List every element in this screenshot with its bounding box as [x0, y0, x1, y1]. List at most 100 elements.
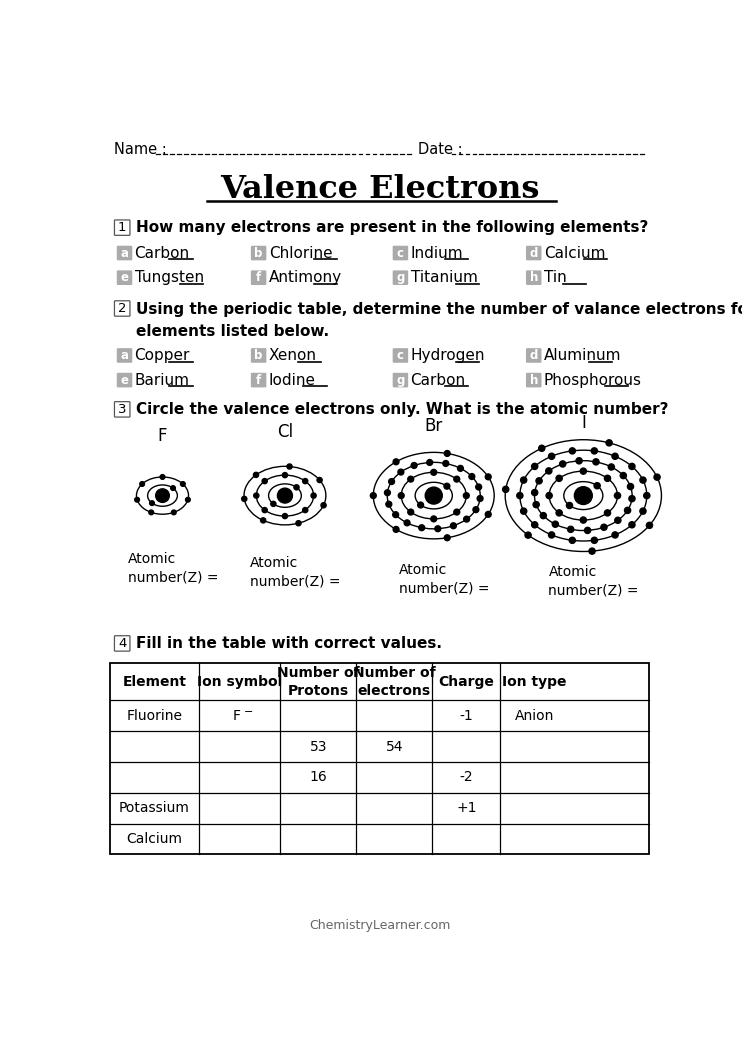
Text: ChemistryLearner.com: ChemistryLearner.com	[309, 919, 451, 931]
Circle shape	[591, 447, 597, 454]
Text: F: F	[158, 427, 167, 445]
Circle shape	[254, 494, 259, 498]
Circle shape	[620, 472, 626, 479]
Circle shape	[180, 482, 186, 486]
Text: Number of
Protons: Number of Protons	[277, 667, 360, 697]
FancyBboxPatch shape	[393, 373, 408, 387]
Circle shape	[585, 527, 591, 533]
Text: How many electrons are present in the following elements?: How many electrons are present in the fo…	[136, 220, 649, 235]
Circle shape	[271, 501, 276, 506]
Text: Chlorine: Chlorine	[269, 246, 332, 260]
Text: Ion type: Ion type	[502, 675, 567, 689]
Text: Circle the valence electrons only. What is the atomic number?: Circle the valence electrons only. What …	[136, 402, 669, 417]
Text: F: F	[232, 709, 240, 722]
Text: Atomic
number(Z) =: Atomic number(Z) =	[128, 552, 218, 585]
Text: b: b	[255, 349, 263, 362]
Circle shape	[654, 474, 660, 480]
Text: Tin: Tin	[544, 270, 567, 286]
Text: 1: 1	[118, 222, 126, 234]
FancyBboxPatch shape	[393, 270, 408, 285]
FancyBboxPatch shape	[251, 270, 266, 285]
Circle shape	[640, 508, 646, 514]
Circle shape	[287, 464, 292, 469]
Circle shape	[476, 484, 482, 490]
Text: Carbon: Carbon	[410, 373, 466, 387]
Circle shape	[531, 463, 538, 469]
Text: Iodine: Iodine	[269, 373, 315, 387]
Circle shape	[485, 474, 491, 480]
Circle shape	[450, 523, 456, 528]
FancyBboxPatch shape	[116, 246, 132, 260]
FancyBboxPatch shape	[114, 300, 130, 316]
Text: f: f	[256, 374, 261, 386]
Circle shape	[135, 498, 139, 502]
Text: Date :: Date :	[418, 142, 463, 156]
Circle shape	[556, 510, 562, 516]
Circle shape	[160, 475, 165, 479]
Circle shape	[640, 477, 646, 483]
FancyBboxPatch shape	[116, 349, 132, 363]
Text: I: I	[581, 414, 585, 432]
Circle shape	[435, 526, 441, 531]
Text: Number of
electrons: Number of electrons	[353, 667, 436, 697]
Circle shape	[552, 521, 559, 527]
Text: Titanium: Titanium	[410, 270, 477, 286]
Circle shape	[628, 483, 634, 489]
Text: Atomic
number(Z) =: Atomic number(Z) =	[399, 563, 490, 595]
Circle shape	[418, 502, 424, 508]
Circle shape	[525, 532, 531, 539]
Text: Antimony: Antimony	[269, 270, 342, 286]
Text: -2: -2	[459, 771, 473, 784]
Circle shape	[443, 461, 449, 466]
Text: 4: 4	[118, 637, 126, 650]
Text: Element: Element	[122, 675, 186, 689]
Text: −: −	[243, 707, 253, 717]
Circle shape	[594, 483, 600, 489]
Circle shape	[601, 524, 607, 530]
Circle shape	[393, 526, 399, 532]
Circle shape	[303, 479, 308, 484]
Circle shape	[629, 463, 635, 469]
Circle shape	[411, 463, 417, 468]
Text: d: d	[530, 349, 538, 362]
Text: Copper: Copper	[134, 348, 190, 363]
Text: +1: +1	[456, 801, 476, 815]
Text: Name :: Name :	[114, 142, 167, 156]
FancyBboxPatch shape	[251, 246, 266, 260]
Circle shape	[576, 458, 582, 464]
Circle shape	[516, 492, 523, 499]
Circle shape	[473, 507, 479, 512]
Circle shape	[444, 450, 450, 457]
Circle shape	[548, 454, 555, 459]
Circle shape	[566, 502, 573, 508]
Text: Charge: Charge	[439, 675, 494, 689]
Circle shape	[242, 497, 247, 502]
Circle shape	[646, 522, 652, 528]
Circle shape	[556, 476, 562, 481]
Circle shape	[540, 512, 546, 519]
Text: Xenon: Xenon	[269, 348, 317, 363]
Circle shape	[593, 459, 599, 465]
Text: Calcium: Calcium	[544, 246, 605, 260]
Circle shape	[629, 496, 635, 502]
Circle shape	[404, 520, 410, 526]
FancyBboxPatch shape	[526, 270, 542, 285]
Circle shape	[568, 526, 574, 532]
Text: Anion: Anion	[515, 709, 554, 722]
Circle shape	[612, 454, 618, 459]
Circle shape	[546, 492, 552, 499]
Circle shape	[294, 485, 299, 490]
FancyBboxPatch shape	[114, 219, 130, 235]
Text: Tungsten: Tungsten	[134, 270, 204, 286]
Text: Valence Electrons: Valence Electrons	[220, 173, 540, 205]
FancyBboxPatch shape	[251, 373, 266, 387]
Text: f: f	[256, 271, 261, 285]
Circle shape	[531, 522, 538, 528]
Circle shape	[605, 476, 611, 481]
Circle shape	[469, 474, 475, 480]
Circle shape	[283, 472, 288, 478]
Text: g: g	[396, 374, 404, 386]
FancyBboxPatch shape	[116, 270, 132, 285]
Circle shape	[605, 510, 611, 516]
Circle shape	[533, 502, 539, 508]
